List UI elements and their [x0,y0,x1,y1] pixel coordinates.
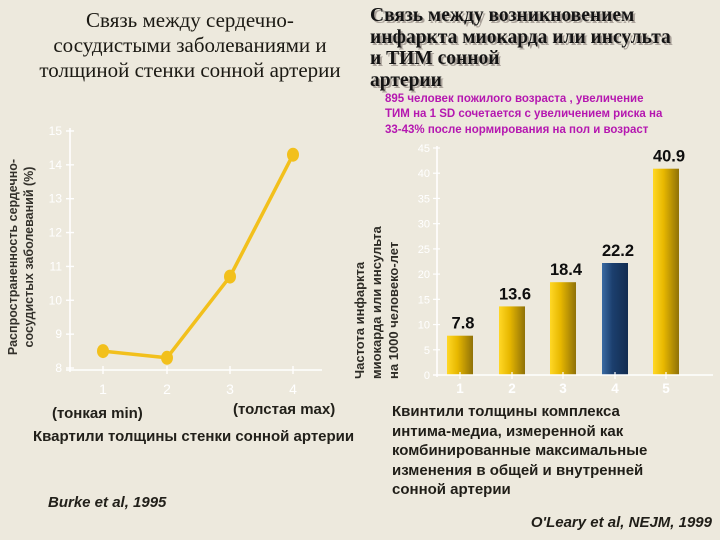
left-chart-title: Связь между сердечно- сосудистыми заболе… [39,8,341,82]
y-tick-label: 0 [424,370,430,382]
y-tick-label: 25 [418,244,430,256]
left-chart-x-axis-caption: Квартили толщины стенки сонной артерии [33,428,355,445]
bar [653,168,679,375]
data-point-marker [287,147,299,162]
bar-value-label: 22.2 [602,242,634,260]
right-chart-citation: O'Leary et al, NEJM, 1999 [530,514,712,531]
y-tick-label: 30 [418,219,430,231]
y-tick-label: 8 [55,361,62,375]
bar-value-label: 18.4 [550,261,583,279]
y-tick-label: 11 [50,259,63,273]
y-tick-label: 10 [49,293,63,307]
y-tick-label: 5 [424,345,430,357]
y-tick-label: 10 [418,320,430,332]
y-tick-label: 9 [55,327,62,341]
line-series [102,153,295,360]
bar-value-label: 40.9 [653,148,685,166]
left-chart-citation: Burke et al, 1995 [48,494,167,511]
y-tick-label: 15 [49,124,63,138]
bar [550,282,576,375]
x-tick-label: 4 [289,381,297,397]
data-point-marker [97,344,109,359]
x-tick-label: 3 [559,381,567,396]
bar [602,263,628,375]
y-tick-label: 13 [49,192,63,206]
x-tick-label: 5 [662,381,670,396]
quartile-max-annotation: (толстая max) [233,401,336,418]
data-point-marker [161,350,173,365]
right-chart-x-axis-caption: Квинтили толщины комплекса интима-медиа,… [392,403,648,498]
quartile-min-annotation: (тонкая min) [52,405,143,422]
y-tick-label: 15 [418,294,430,306]
y-tick-label: 40 [418,168,430,180]
study-note: 895 человек пожилого возраста , увеличен… [385,93,663,136]
data-point-marker [224,269,236,284]
x-tick-label: 2 [508,381,516,396]
bar-value-label: 7.8 [452,315,475,333]
y-tick-label: 14 [49,158,63,172]
bar [499,306,525,375]
x-tick-label: 1 [99,381,107,397]
y-tick-label: 20 [418,269,430,281]
y-tick-label: 12 [49,226,63,240]
right-chart-y-axis-label: Частота инфаркта миокарда или инсульта н… [352,226,401,379]
x-tick-label: 1 [456,381,464,396]
right-chart-title: Связь между возникновением инфаркта миок… [370,5,671,91]
y-tick-label: 35 [418,193,430,205]
x-tick-label: 2 [163,381,171,397]
bar [447,335,473,375]
bar-value-label: 13.6 [499,285,531,303]
y-tick-label: 45 [418,143,430,155]
x-tick-label: 4 [611,381,619,396]
x-tick-label: 3 [226,381,234,397]
